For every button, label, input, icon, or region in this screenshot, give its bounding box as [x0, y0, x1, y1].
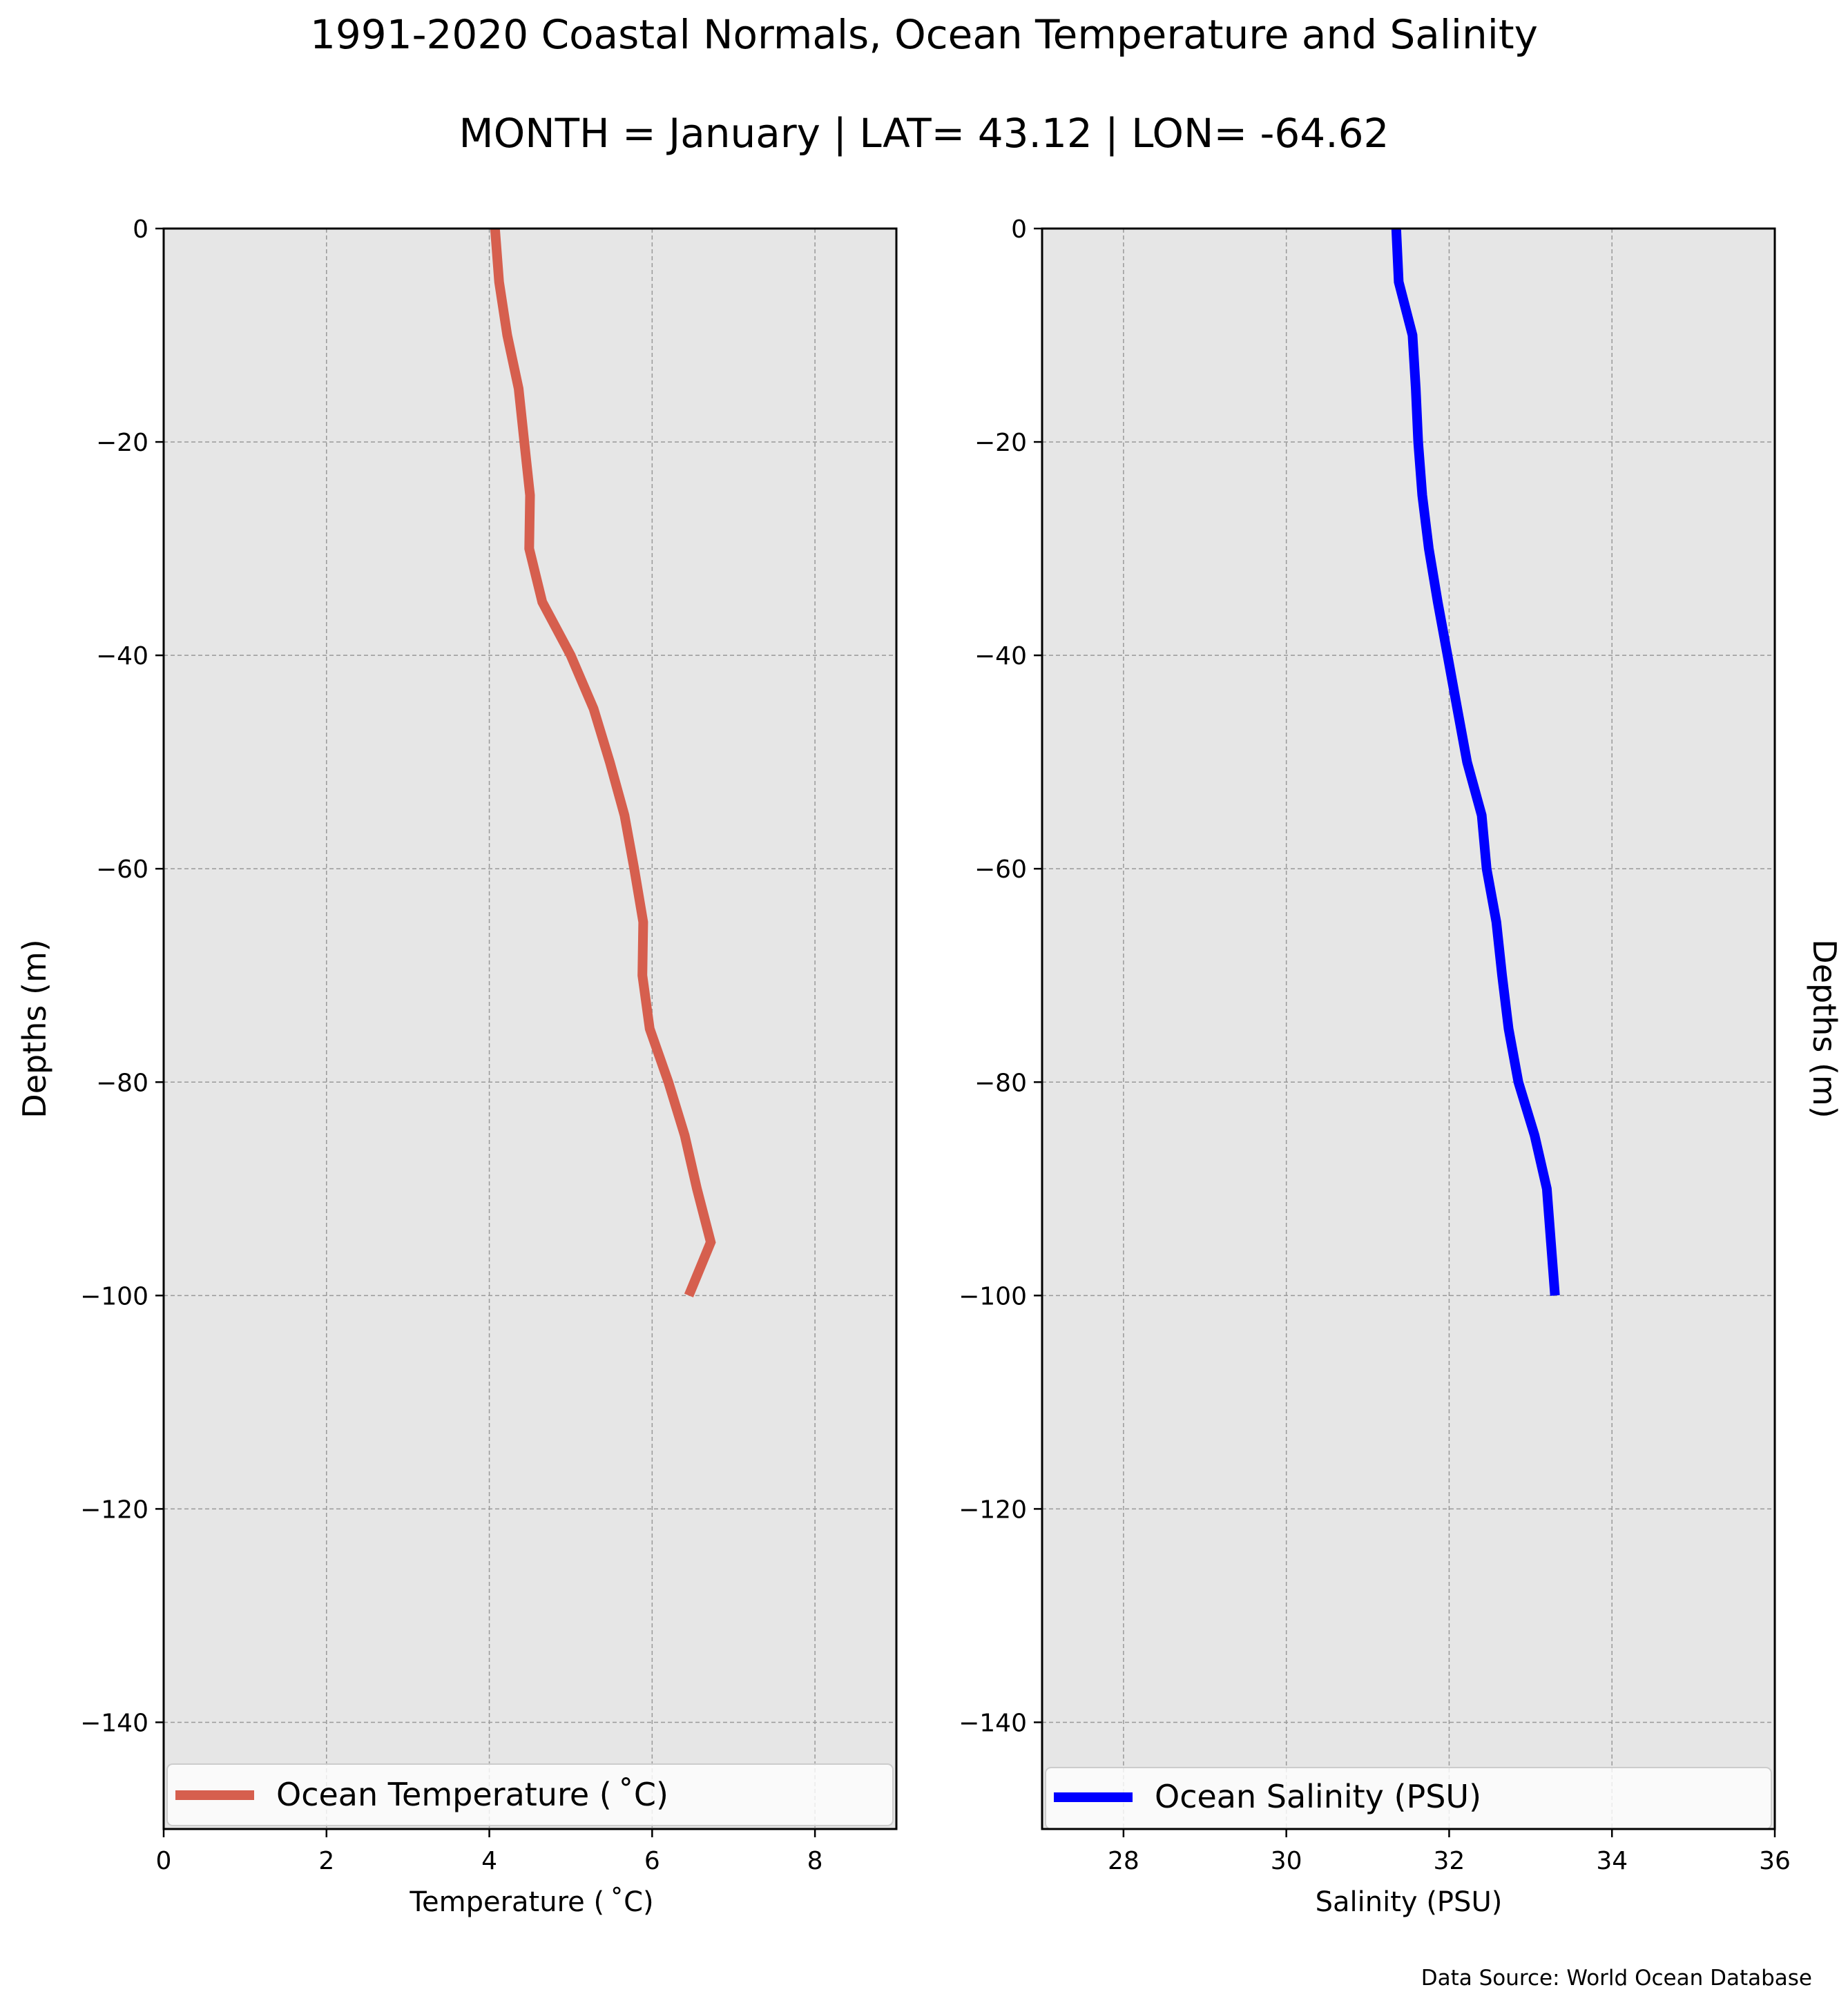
- salinity-series: [1391, 228, 1560, 1296]
- temperature-frame: [162, 227, 898, 1830]
- temperature-x-axis-label: Temperature ( ˚C): [409, 1886, 653, 1918]
- x-tick-label: 0: [156, 1847, 172, 1875]
- y-tick-label: −40: [96, 642, 148, 670]
- temperature-panel: Ocean Temperature ( ˚C) 0 2 4 6 8 0 −20 −40 −60 −…: [16, 215, 898, 1918]
- salinity-y-axis-label: Depths (m): [1806, 939, 1843, 1118]
- temperature-y-axis-label: Depths (m): [16, 939, 53, 1118]
- x-tick-label: 4: [481, 1847, 497, 1875]
- salinity-ticks: 28 30 32 34 36 0 −20 −40 −60 −80 −100 −120 −140: [959, 215, 1791, 1875]
- series-line: [490, 228, 716, 1297]
- y-tick-label: −20: [96, 429, 148, 457]
- salinity-x-axis-label: Salinity (PSU): [1316, 1886, 1503, 1918]
- y-tick-label: −80: [974, 1069, 1027, 1097]
- chart-subtitle: MONTH = January | LAT= 43.12 | LON= -64.…: [459, 110, 1389, 157]
- temperature-legend: Ocean Temperature ( ˚C): [166, 1763, 894, 1826]
- legend-label-salinity: Ocean Salinity (PSU): [1155, 1778, 1481, 1815]
- y-tick-label: 0: [1011, 215, 1027, 244]
- series-line: [1391, 228, 1560, 1296]
- salinity-frame: [1041, 227, 1776, 1830]
- data-source-note: Data Source: World Ocean Database: [1421, 1966, 1812, 1991]
- x-tick-label: 34: [1596, 1847, 1628, 1875]
- y-tick-label: −60: [96, 855, 148, 884]
- y-tick-label: −140: [80, 1709, 148, 1737]
- x-tick-label: 28: [1108, 1847, 1139, 1875]
- legend-box: [166, 1763, 894, 1826]
- x-tick-label: 6: [644, 1847, 660, 1875]
- y-tick-label: −60: [974, 855, 1027, 884]
- x-tick-label: 30: [1271, 1847, 1302, 1875]
- y-tick-label: −100: [959, 1282, 1027, 1310]
- legend-label-temperature: Ocean Temperature ( ˚C): [276, 1776, 668, 1813]
- y-tick-label: −140: [959, 1709, 1027, 1737]
- salinity-legend: Ocean Salinity (PSU): [1045, 1767, 1772, 1830]
- y-tick-label: −40: [974, 642, 1027, 670]
- x-tick-label: 32: [1434, 1847, 1465, 1875]
- temperature-ticks: 0 2 4 6 8 0 −20 −40 −60 −80 −100 −120 −140: [80, 215, 822, 1875]
- y-tick-label: −20: [974, 429, 1027, 457]
- y-tick-label: −120: [959, 1496, 1027, 1524]
- x-tick-label: 36: [1759, 1847, 1791, 1875]
- y-tick-label: −100: [80, 1282, 148, 1310]
- salinity-plot-area: [1042, 229, 1775, 1829]
- y-tick-label: 0: [133, 215, 148, 244]
- x-tick-label: 8: [807, 1847, 823, 1875]
- chart-title: 1991-2020 Coastal Normals, Ocean Tempera…: [310, 11, 1538, 58]
- y-tick-label: −80: [96, 1069, 148, 1097]
- y-tick-label: −120: [80, 1496, 148, 1524]
- temperature-series: [490, 228, 716, 1297]
- x-tick-label: 2: [318, 1847, 334, 1875]
- salinity-panel: Ocean Salinity (PSU) 28 30 32 34 36 0 −20 −40 −6…: [959, 215, 1843, 1918]
